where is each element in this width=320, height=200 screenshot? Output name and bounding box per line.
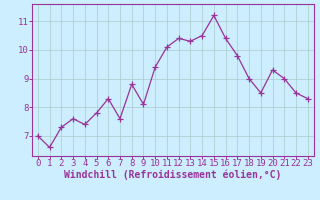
X-axis label: Windchill (Refroidissement éolien,°C): Windchill (Refroidissement éolien,°C) — [64, 170, 282, 180]
